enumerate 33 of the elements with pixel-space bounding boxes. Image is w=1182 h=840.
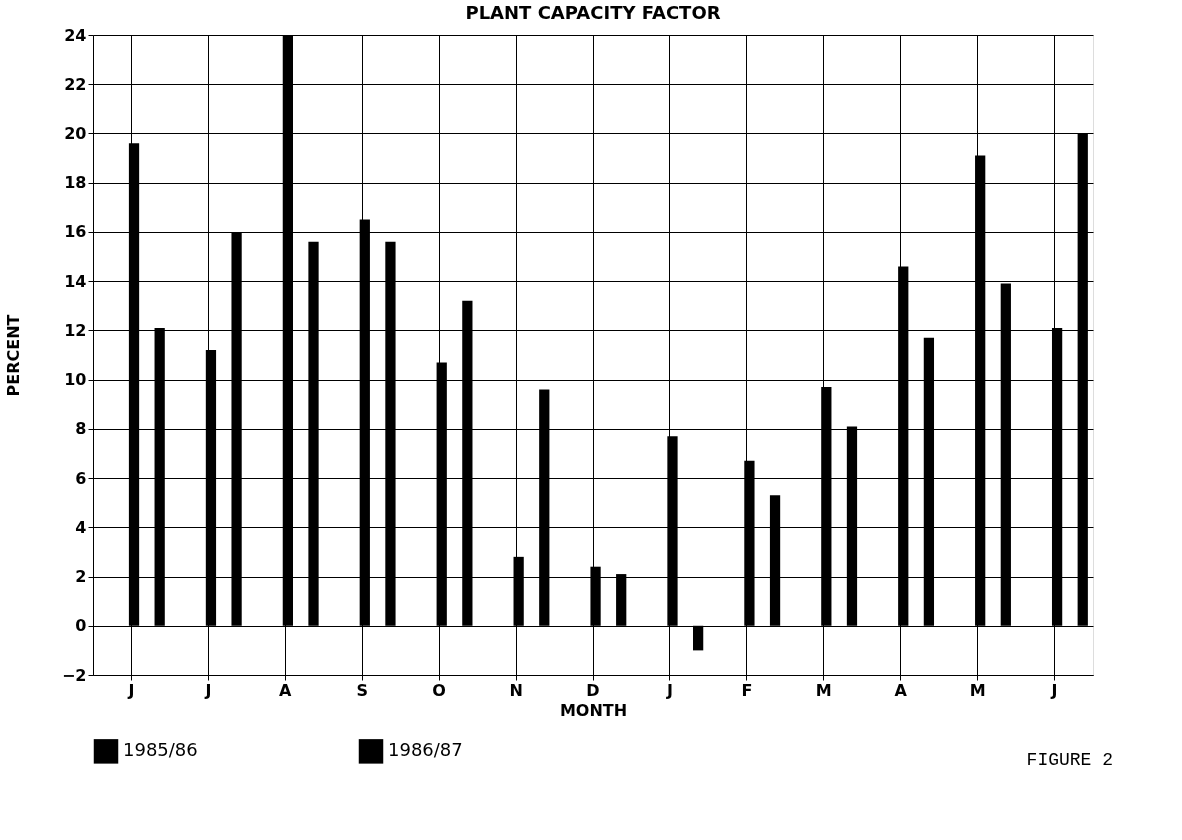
y-tick-label: 18 — [64, 173, 87, 193]
x-tick-label: J — [204, 680, 212, 700]
x-tick-label: D — [586, 680, 600, 700]
y-tick-label: 0 — [75, 616, 87, 636]
x-tick-label: O — [432, 680, 446, 700]
x-tick-label: N — [509, 680, 523, 700]
x-tick-label: J — [127, 680, 135, 700]
caption: FIGURE 2 — [1026, 750, 1113, 770]
y-tick-label: 4 — [75, 517, 87, 537]
y-tick-label: −2 — [61, 665, 87, 685]
y-tick-label: 2 — [75, 567, 87, 587]
legend-label: 1985/86 — [123, 739, 198, 761]
x-tick-label: M — [969, 680, 986, 700]
y-tick-label: 6 — [75, 468, 87, 488]
x-tick-label: S — [356, 680, 368, 700]
y-tick-label: 24 — [64, 25, 87, 45]
y-tick-label: 14 — [64, 271, 87, 291]
y-tick-label: 8 — [75, 419, 87, 439]
x-tick-label: F — [741, 680, 753, 700]
y-tick-label: 20 — [64, 123, 87, 143]
y-tick-label: 16 — [64, 222, 87, 242]
x-tick-label: A — [279, 680, 293, 700]
x-tick-label: A — [894, 680, 908, 700]
y-tick-label: 10 — [64, 370, 87, 390]
y-tick-label: 22 — [64, 74, 87, 94]
y-axis-title: PERCENT — [3, 314, 23, 397]
chart-title: PLANT CAPACITY FACTOR — [465, 2, 721, 23]
x-axis-title: MONTH — [559, 700, 628, 720]
y-tick-label: 12 — [64, 320, 87, 340]
x-tick-label: J — [665, 680, 673, 700]
legend-label: 1986/87 — [388, 739, 463, 761]
x-tick-label: M — [815, 680, 832, 700]
x-tick-label: J — [1050, 680, 1058, 700]
